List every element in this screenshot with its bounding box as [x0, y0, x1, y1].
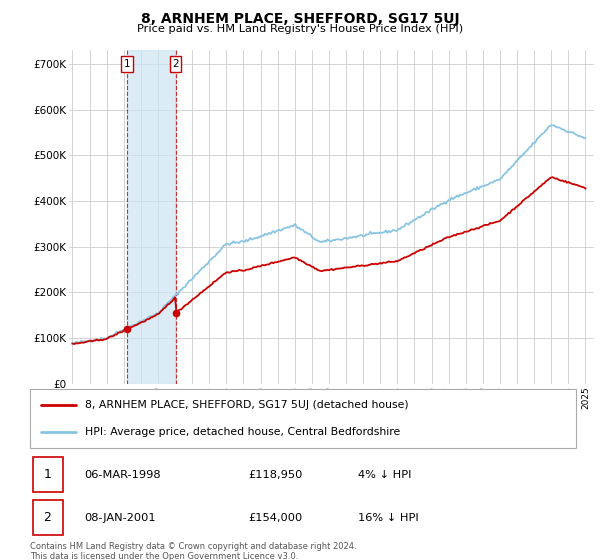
Text: HPI: Average price, detached house, Central Bedfordshire: HPI: Average price, detached house, Cent… [85, 427, 400, 437]
Text: 1: 1 [44, 468, 52, 481]
Text: £118,950: £118,950 [248, 470, 303, 479]
Text: 4% ↓ HPI: 4% ↓ HPI [358, 470, 411, 479]
Text: 1: 1 [124, 59, 130, 69]
Text: Price paid vs. HM Land Registry's House Price Index (HPI): Price paid vs. HM Land Registry's House … [137, 24, 463, 34]
Text: 16% ↓ HPI: 16% ↓ HPI [358, 513, 418, 522]
Text: Contains HM Land Registry data © Crown copyright and database right 2024.
This d: Contains HM Land Registry data © Crown c… [30, 542, 356, 560]
FancyBboxPatch shape [33, 500, 63, 535]
Text: 2: 2 [172, 59, 179, 69]
Text: 08-JAN-2001: 08-JAN-2001 [85, 513, 156, 522]
Text: 06-MAR-1998: 06-MAR-1998 [85, 470, 161, 479]
Text: 8, ARNHEM PLACE, SHEFFORD, SG17 5UJ: 8, ARNHEM PLACE, SHEFFORD, SG17 5UJ [140, 12, 460, 26]
Text: 2: 2 [44, 511, 52, 524]
Text: 8, ARNHEM PLACE, SHEFFORD, SG17 5UJ (detached house): 8, ARNHEM PLACE, SHEFFORD, SG17 5UJ (det… [85, 400, 408, 410]
FancyBboxPatch shape [33, 457, 63, 492]
Text: £154,000: £154,000 [248, 513, 302, 522]
FancyBboxPatch shape [30, 389, 576, 448]
Bar [127, 50, 176, 384]
